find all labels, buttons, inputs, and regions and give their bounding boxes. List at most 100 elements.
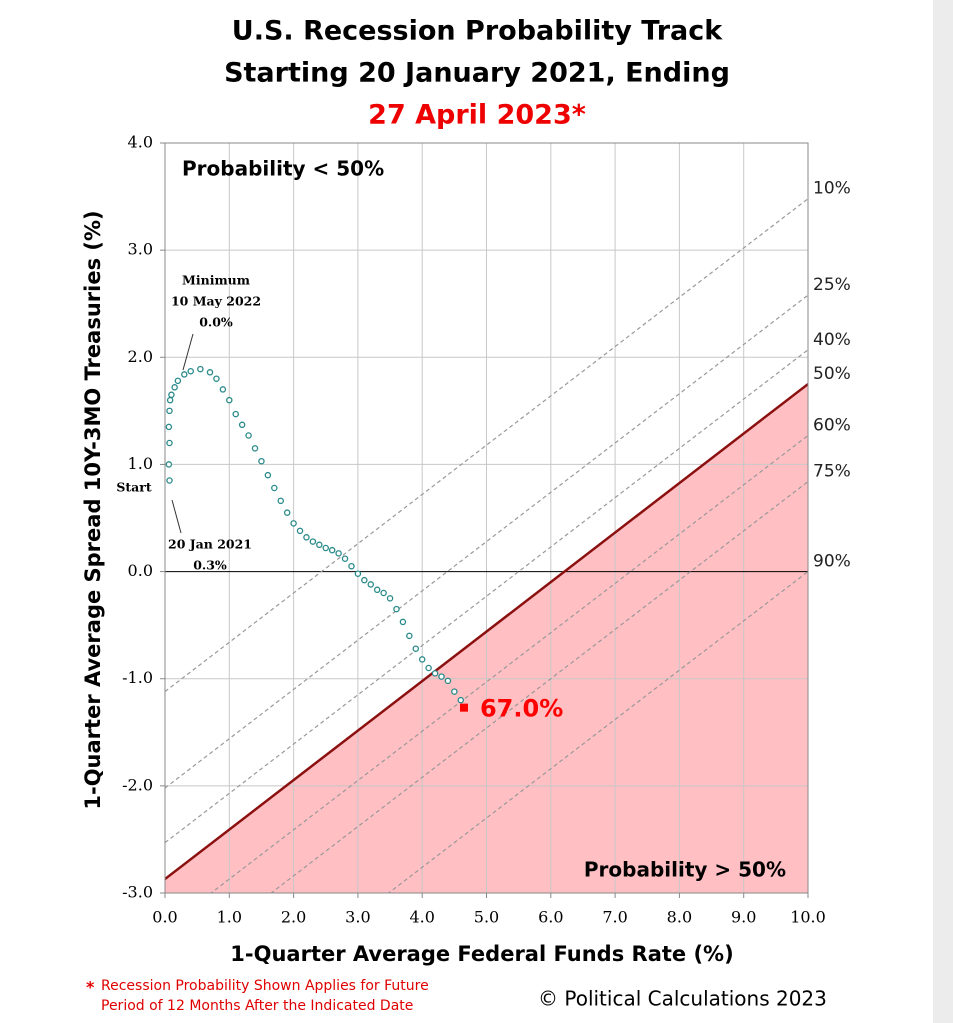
y-tick-label: 2.0 — [128, 347, 153, 366]
track-point — [425, 664, 432, 672]
track-point — [290, 520, 297, 527]
track-point — [380, 589, 387, 597]
credit: © Political Calculations 2023 — [538, 987, 827, 1011]
track-point — [444, 677, 452, 685]
x-tick-label: 2.0 — [281, 908, 306, 927]
x-tick-label: 6.0 — [538, 908, 563, 927]
track-point — [232, 410, 239, 418]
end-marker — [459, 703, 468, 712]
track-point — [303, 534, 310, 541]
probability-label: 50% — [813, 364, 851, 384]
track-point — [166, 407, 173, 415]
y-tick-label: 3.0 — [128, 240, 153, 259]
y-tick-label: -2.0 — [122, 775, 153, 794]
y-tick-label: -3.0 — [122, 883, 153, 902]
track-point — [354, 570, 362, 577]
end-label: 67.0% — [480, 695, 563, 723]
track-point — [174, 377, 182, 385]
annotation: Minimum — [182, 273, 250, 288]
track-point — [238, 421, 246, 429]
probability-line — [165, 198, 808, 693]
track-point — [367, 581, 375, 588]
track-point — [406, 632, 413, 640]
annotation: Start — [116, 480, 151, 495]
probability-label: 40% — [813, 330, 851, 350]
track-point — [219, 386, 227, 393]
y-tick-label: 4.0 — [128, 133, 153, 152]
track-point — [171, 384, 178, 391]
track-point — [438, 673, 445, 680]
chart-title: U.S. Recession Probability Track — [232, 16, 723, 47]
y-tick-label: 1.0 — [128, 454, 153, 473]
plot-area — [165, 143, 808, 893]
probability-label: 90% — [813, 552, 851, 572]
track-point — [197, 365, 204, 373]
track-point — [418, 656, 426, 663]
track-point — [296, 527, 304, 535]
track-point — [168, 391, 175, 399]
probability-label: 60% — [813, 416, 851, 436]
track-point — [316, 541, 323, 549]
track-point — [373, 586, 381, 594]
leader-line — [171, 499, 182, 534]
y-tick-label: -1.0 — [122, 668, 153, 687]
footnote-marker: * — [86, 978, 95, 997]
region-label: Probability > 50% — [584, 858, 786, 882]
track-point — [348, 562, 355, 570]
track-point — [213, 375, 220, 382]
y-tick-label: 0.0 — [128, 561, 153, 580]
track-point — [258, 457, 265, 465]
track-point — [271, 484, 278, 492]
side-border — [933, 0, 953, 1023]
track-point — [386, 595, 394, 602]
track-point — [187, 367, 194, 375]
track-point — [166, 439, 173, 447]
x-tick-label: 9.0 — [731, 908, 756, 927]
track-point — [451, 688, 458, 695]
annotation: 10 May 2022 — [171, 294, 261, 309]
track-point — [166, 477, 173, 484]
region-label: Probability < 50% — [182, 157, 384, 181]
probability-label: 25% — [813, 275, 851, 295]
probability-line — [165, 383, 808, 881]
track-point — [245, 432, 252, 439]
x-tick-label: 10.0 — [790, 908, 826, 927]
x-tick-label: 7.0 — [602, 908, 627, 927]
probability-line — [270, 481, 808, 893]
track-point — [457, 696, 465, 704]
x-tick-label: 0.0 — [152, 908, 177, 927]
probability-label: 75% — [813, 462, 851, 482]
track-point — [226, 396, 233, 404]
footnote: Recession Probability Shown Applies for … — [101, 978, 429, 994]
x-tick-label: 1.0 — [217, 908, 242, 927]
track-point — [251, 445, 259, 452]
track-point — [165, 423, 173, 431]
probability-line — [210, 435, 808, 893]
footnote: Period of 12 Months After the Indicated … — [101, 998, 413, 1014]
track-point — [283, 509, 291, 516]
track-point — [322, 544, 329, 552]
x-tick-label: 4.0 — [409, 908, 434, 927]
track-point — [328, 546, 336, 554]
leader-line — [182, 333, 194, 371]
track-point — [181, 371, 188, 378]
track-point — [165, 461, 173, 468]
track-point — [393, 605, 400, 613]
x-tick-label: 5.0 — [474, 908, 499, 927]
annotation: 0.3% — [193, 558, 227, 573]
probability-label: 10% — [813, 179, 851, 199]
track-point — [341, 555, 349, 562]
annotation: 0.0% — [199, 315, 233, 330]
track-point — [264, 471, 272, 479]
probability-line — [387, 571, 808, 893]
chart-title: Starting 20 January 2021, Ending — [224, 58, 730, 89]
chart-title: 27 April 2023* — [368, 100, 586, 131]
track-point — [206, 369, 214, 376]
probability-line — [165, 349, 808, 844]
track-point — [309, 538, 317, 545]
track-point — [399, 618, 407, 626]
track-point — [277, 497, 284, 505]
x-axis-label: 1-Quarter Average Federal Funds Rate (%) — [230, 942, 733, 966]
track-point — [412, 645, 420, 652]
